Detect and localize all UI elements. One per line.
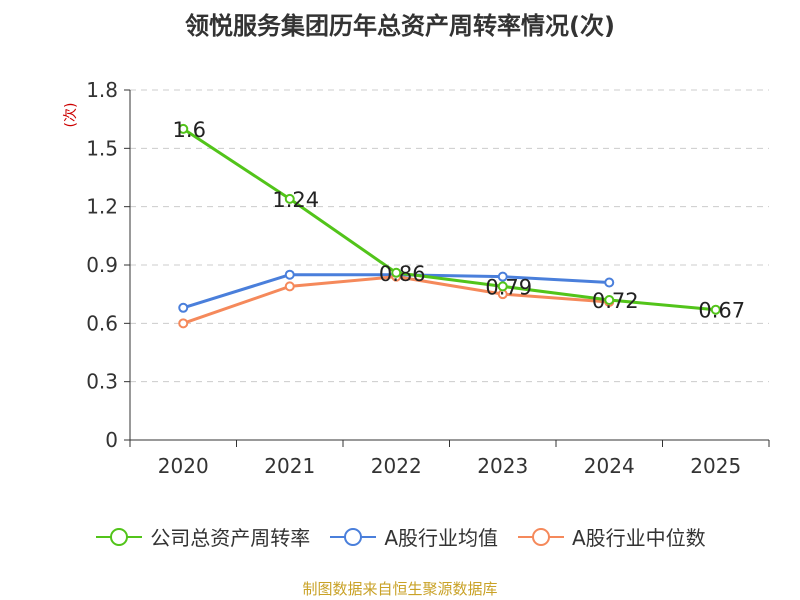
point-s0-2021 [284, 193, 295, 204]
chart-title: 领悦服务集团历年总资产周转率情况(次) [185, 12, 615, 40]
x-tick-label-2024: 2024 [584, 454, 635, 478]
legend-item-industry-mean[interactable]: A股行业均值 [328, 522, 498, 551]
x-tick-label-2025: 2025 [690, 454, 741, 478]
point-s0-2025 [710, 304, 721, 315]
legend: 公司总资产周转率 A股行业均值 A股行业中位数 [0, 522, 800, 551]
data-label-2022: 0.86 [379, 262, 426, 286]
legend-label-industry-mean: A股行业均值 [384, 526, 498, 550]
point-s1-2024 [604, 277, 615, 288]
x-tick-label-2020: 2020 [158, 454, 209, 478]
data-label-2024: 0.72 [592, 289, 639, 313]
point-s2-2020 [178, 318, 189, 329]
y-tick-label-1: 0.3 [86, 370, 118, 394]
x-tick-label-2022: 2022 [371, 454, 422, 478]
y-tick-label-6: 1.8 [86, 78, 118, 102]
legend-marker-industry-median [518, 527, 564, 546]
point-s2-2021 [284, 281, 295, 292]
legend-label-company: 公司总资产周转率 [150, 526, 311, 550]
x-tick-label-2023: 2023 [477, 454, 528, 478]
legend-marker-company [96, 527, 143, 546]
data-label-layer: 1.6 1.24 0.86 0.79 0.72 0.67 [173, 118, 746, 323]
data-label-2020: 1.6 [173, 118, 206, 142]
point-s1-2021 [284, 269, 295, 280]
y-tick-label-2: 0.6 [86, 311, 118, 335]
point-s0-2020 [178, 123, 189, 134]
axis-layer: 0 0.3 0.6 0.9 1.2 1.5 1.8 2020 2021 2022 2023 2024 2… [86, 78, 770, 478]
data-label-2021: 1.24 [272, 188, 319, 212]
legend-item-company[interactable]: 公司总资产周转率 [94, 522, 310, 551]
point-s0-2024 [604, 295, 615, 305]
grid-layer [130, 89, 769, 383]
x-tick-label-2021: 2021 [264, 454, 315, 478]
y-tick-label-5: 1.5 [86, 136, 118, 160]
data-label-2025: 0.67 [698, 299, 745, 323]
y-tick-label-0: 0 [105, 428, 118, 452]
legend-marker-industry-mean [330, 527, 377, 546]
point-s0-2022 [391, 267, 402, 278]
legend-item-industry-median[interactable]: A股行业中位数 [516, 522, 706, 551]
point-s1-2020 [178, 302, 189, 313]
legend-label-industry-median: A股行业中位数 [572, 526, 706, 550]
point-s1-2023 [497, 271, 508, 282]
series-layer [178, 123, 721, 329]
source-note: 制图数据来自恒生聚源数据库 [302, 580, 498, 598]
y-tick-label-4: 1.2 [86, 195, 118, 219]
y-tick-label-3: 0.9 [86, 253, 118, 277]
point-s0-2023 [497, 281, 508, 292]
series-line-0 [182, 127, 716, 312]
data-label-2023: 0.79 [485, 275, 532, 299]
